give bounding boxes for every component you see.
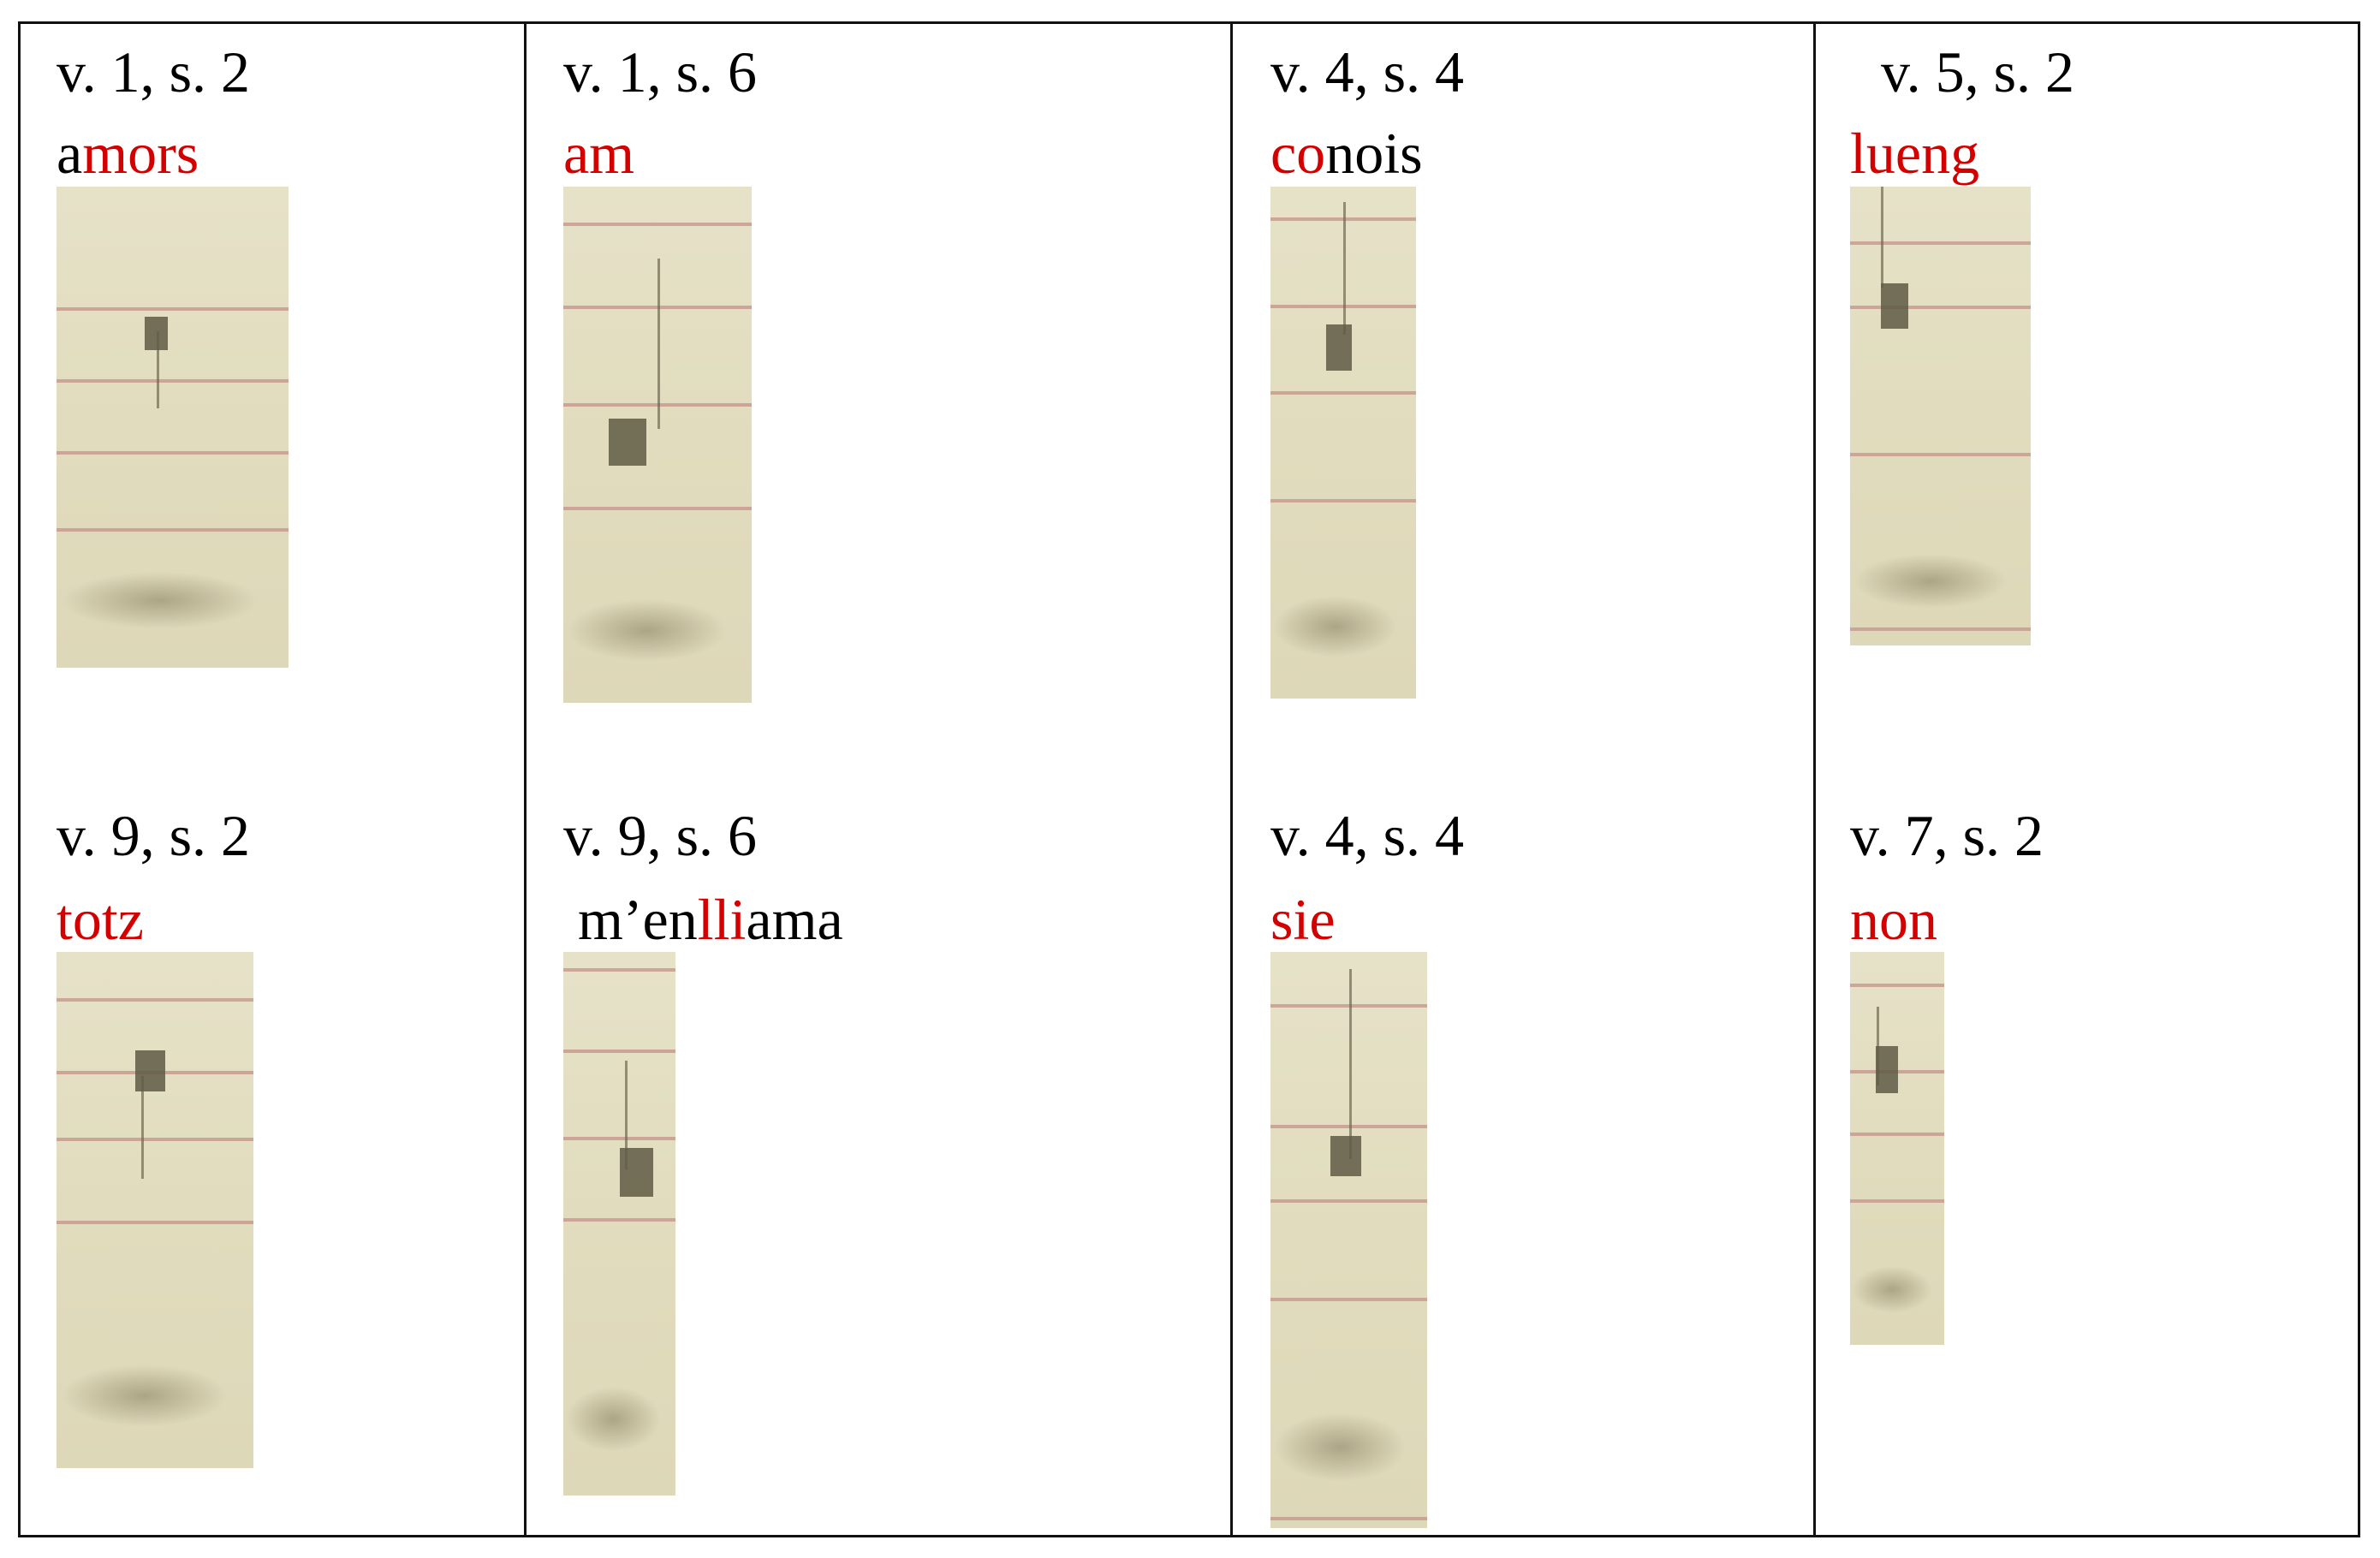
verse-syllable-reference: v. 4, s. 4 <box>1270 803 1465 868</box>
verse-syllable-reference: v. 9, s. 6 <box>563 803 758 868</box>
lyric-word: totz <box>57 890 144 948</box>
staff-line <box>563 968 675 972</box>
note-stem <box>1343 201 1346 336</box>
manuscript-text-fragment <box>565 1387 661 1453</box>
highlighted-segment: sie <box>1270 887 1336 952</box>
manuscript-excerpt-image <box>563 187 752 703</box>
verse-syllable-reference: v. 1, s. 6 <box>563 39 758 104</box>
staff-line <box>1270 1297 1427 1301</box>
staff-line <box>1850 627 2031 631</box>
note-stem <box>1876 1007 1879 1086</box>
staff-line <box>563 1218 675 1222</box>
highlighted-segment: mors <box>82 121 199 186</box>
manuscript-text-fragment <box>1852 1266 1932 1314</box>
column-divider <box>1813 21 1816 1537</box>
note-stem <box>156 330 159 408</box>
column-divider <box>524 21 527 1537</box>
plain-segment: m’en <box>563 887 698 952</box>
highlighted-segment: lli <box>697 887 747 952</box>
plain-segment: nois <box>1325 121 1423 186</box>
manuscript-text-fragment <box>1273 1412 1407 1483</box>
neume-note <box>144 316 169 351</box>
highlighted-segment: am <box>563 121 635 186</box>
staff-line <box>1850 1133 1944 1137</box>
manuscript-excerpt-image <box>1270 952 1427 1528</box>
plain-segment: a <box>57 121 83 186</box>
neume-note <box>608 419 646 466</box>
staff-line <box>57 306 289 311</box>
highlighted-segment: non <box>1850 887 1937 952</box>
manuscript-excerpt-image <box>57 952 253 1468</box>
staff-line <box>1270 391 1416 395</box>
verse-syllable-reference: v. 1, s. 2 <box>57 39 251 104</box>
staff-line <box>1850 306 2031 310</box>
neume-note <box>1875 1046 1899 1094</box>
staff-line <box>1270 498 1416 502</box>
verse-syllable-reference: v. 9, s. 2 <box>57 803 251 868</box>
staff-line <box>563 1050 675 1054</box>
staff-line <box>1850 241 2031 246</box>
verse-syllable-reference: v. 7, s. 2 <box>1850 803 2044 868</box>
neume-note <box>619 1147 653 1197</box>
manuscript-excerpt-image <box>1850 952 1944 1345</box>
neume-note <box>135 1050 165 1091</box>
highlighted-segment: co <box>1270 121 1326 186</box>
comparison-table <box>18 21 2360 1537</box>
staff-line <box>1270 1199 1427 1204</box>
note-stem <box>140 1075 144 1180</box>
lyric-word: conois <box>1270 124 1423 182</box>
column-divider <box>1230 21 1233 1537</box>
staff-line <box>57 998 253 1002</box>
note-stem <box>657 259 660 430</box>
lyric-word: am <box>563 124 634 182</box>
highlighted-segment: lueng <box>1850 121 1980 186</box>
note-stem <box>1880 187 1883 288</box>
neume-note <box>1325 324 1353 372</box>
staff-line <box>1850 452 2031 456</box>
staff-line <box>1270 1516 1427 1520</box>
staff-line <box>1850 983 1944 987</box>
lyric-word: m’enlliama <box>563 890 843 948</box>
lyric-word: non <box>1850 890 1937 948</box>
highlighted-segment: totz <box>57 887 144 952</box>
manuscript-text-fragment <box>61 571 259 630</box>
staff-line <box>57 1138 253 1142</box>
staff-line <box>57 451 289 455</box>
manuscript-text-fragment <box>60 1365 229 1427</box>
staff-line <box>563 223 752 227</box>
manuscript-excerpt-image <box>563 952 675 1496</box>
lyric-word: sie <box>1270 890 1336 948</box>
staff-line <box>57 378 289 383</box>
neume-note <box>1880 282 1908 330</box>
staff-line <box>1850 1199 1944 1204</box>
manuscript-text-fragment <box>1853 553 2008 610</box>
plain-segment: ama <box>746 887 843 952</box>
manuscript-excerpt-image <box>1850 187 2031 645</box>
lyric-word: amors <box>57 124 199 182</box>
staff-line <box>563 506 752 510</box>
note-stem <box>1348 969 1352 1160</box>
verse-syllable-reference: v. 5, s. 2 <box>1866 39 2075 104</box>
note-stem <box>625 1061 628 1169</box>
manuscript-excerpt-image <box>57 187 289 668</box>
manuscript-text-fragment <box>1273 596 1397 658</box>
manuscript-excerpt-image <box>1270 187 1416 699</box>
staff-line <box>57 528 289 532</box>
manuscript-text-fragment <box>567 599 728 662</box>
neume-note <box>1330 1136 1362 1177</box>
verse-syllable-reference: v. 4, s. 4 <box>1270 39 1465 104</box>
lyric-word: lueng <box>1850 124 1979 182</box>
staff-line <box>563 1136 675 1140</box>
staff-line <box>57 1220 253 1224</box>
